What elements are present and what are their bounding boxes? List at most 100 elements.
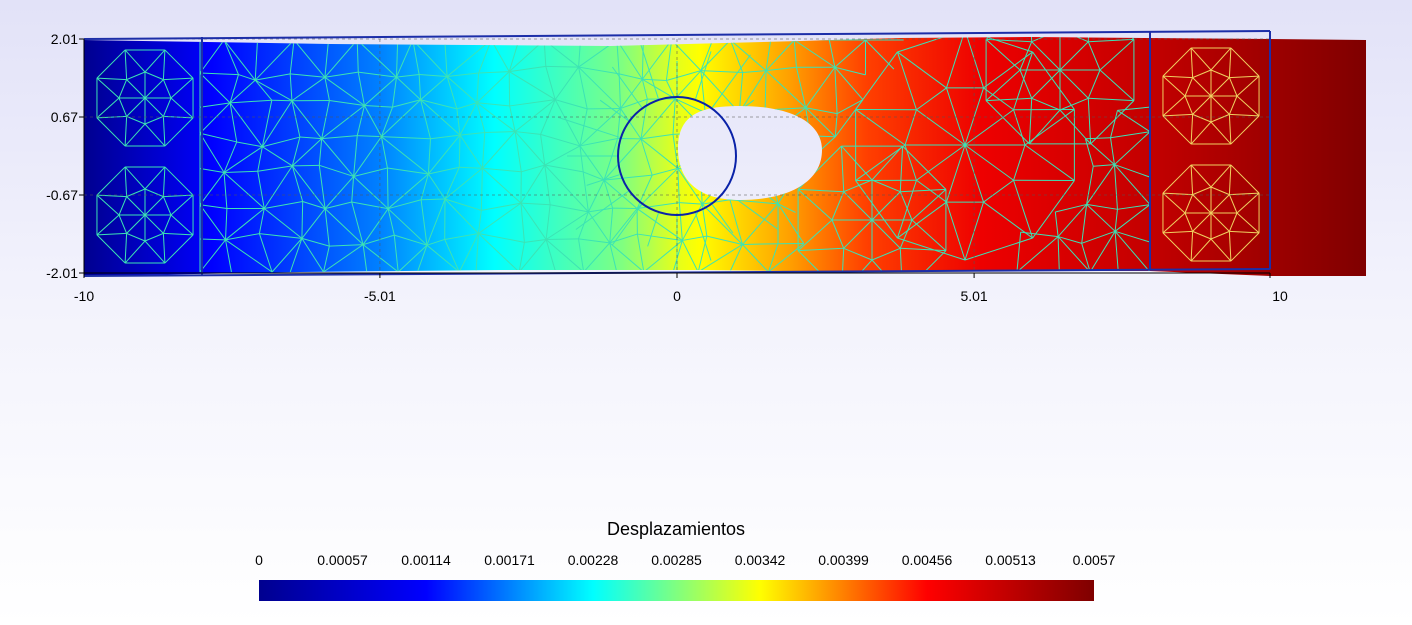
mesh-edge	[1016, 236, 1059, 273]
mesh-edge	[459, 166, 483, 169]
mesh-edge	[420, 99, 431, 139]
mesh-edge	[223, 172, 228, 209]
mesh-edge	[521, 164, 545, 173]
mesh-edge	[144, 123, 166, 147]
mesh-edge	[396, 39, 414, 78]
mesh-edge	[897, 237, 966, 261]
mesh-edge	[1020, 231, 1059, 238]
mesh-edge	[1024, 144, 1075, 181]
mesh-edge	[777, 203, 805, 244]
mesh-edge	[545, 204, 551, 240]
mesh-edge	[1210, 230, 1230, 240]
mesh-edge	[261, 100, 293, 147]
mesh-edge	[1162, 230, 1193, 234]
mesh-edge	[351, 201, 364, 245]
mesh-edge	[126, 188, 146, 198]
mesh-edge	[364, 76, 397, 106]
mesh-edge	[1230, 232, 1260, 262]
mesh-edge	[261, 100, 273, 147]
mesh-edge	[96, 166, 126, 196]
mesh-edge	[767, 243, 779, 273]
mesh-edge	[1210, 77, 1230, 97]
mesh-edge	[603, 138, 619, 181]
mesh-edge	[199, 72, 231, 104]
mesh-edge	[362, 234, 395, 246]
mesh-edge	[768, 243, 805, 273]
mesh-edge	[144, 232, 164, 242]
mesh-edge	[255, 73, 291, 81]
mesh-edge	[1210, 186, 1230, 196]
mesh-edge	[358, 71, 397, 78]
mesh-edge	[456, 108, 461, 136]
mesh-edge	[514, 99, 556, 132]
mesh-edge	[1110, 131, 1151, 139]
mesh-edge	[742, 203, 779, 245]
mesh-edge	[700, 170, 734, 173]
mesh-edge	[509, 105, 516, 132]
mesh-edge	[199, 133, 225, 173]
mesh-edge	[1192, 77, 1212, 97]
mesh-edge	[1162, 212, 1186, 234]
mesh-edge	[609, 208, 614, 243]
mesh-edge	[674, 70, 702, 100]
mesh-edge	[985, 100, 1030, 145]
mesh-edge	[1184, 212, 1194, 232]
mesh-edge	[544, 164, 551, 205]
mesh-edge	[299, 136, 322, 140]
mesh-edge	[671, 39, 702, 71]
mesh-edge	[609, 208, 638, 244]
mesh-edge	[257, 171, 265, 209]
mesh-edge	[289, 238, 303, 273]
mesh-edge	[291, 165, 326, 209]
mesh-edge	[1086, 204, 1116, 232]
mesh-edge	[1087, 37, 1092, 42]
mesh-edge	[356, 39, 397, 78]
mesh-edge	[1060, 0, 1091, 30]
mesh-edge	[1019, 69, 1033, 99]
mesh-edge	[223, 39, 239, 75]
mesh-edge	[199, 102, 231, 108]
mesh-edge	[126, 196, 146, 216]
mesh-edge	[1087, 69, 1101, 99]
mesh-edge	[900, 247, 946, 252]
mesh-edge	[546, 238, 579, 240]
mesh-edge	[223, 141, 238, 173]
mesh-edge	[609, 233, 638, 244]
mesh-edge	[587, 211, 611, 244]
mesh-edge	[271, 99, 292, 102]
mesh-edge	[730, 39, 767, 72]
axes: -10 -5.01 0 5.01 10 2.01 0.67 -0.67 -2.01	[46, 31, 1288, 304]
mesh-edge	[1013, 144, 1026, 181]
mesh-edge	[738, 70, 767, 113]
mesh-edge	[476, 71, 510, 104]
mesh-edge	[1029, 109, 1061, 145]
mesh-edge	[733, 170, 773, 180]
mesh-edge	[1032, 180, 1075, 239]
mesh-edge	[579, 108, 588, 147]
mesh-edge	[126, 115, 146, 125]
mesh-edge	[1210, 47, 1232, 71]
mesh-edge	[742, 244, 769, 273]
mesh-edge	[695, 212, 712, 261]
mesh-edge	[1228, 77, 1238, 97]
mesh-edge	[587, 179, 605, 213]
x-tick-label: 0	[673, 288, 681, 304]
mesh-edge	[916, 109, 966, 146]
mesh-edge	[318, 165, 326, 209]
mesh-edge	[1184, 77, 1194, 97]
mesh-edge	[986, 38, 1032, 43]
mesh-edge	[599, 99, 629, 122]
mesh-edge	[199, 204, 227, 209]
mesh-edge	[700, 132, 709, 173]
mesh-edge	[702, 199, 730, 205]
mesh-edge	[769, 134, 811, 137]
mesh-edge	[289, 39, 295, 74]
mesh-edge	[229, 102, 238, 143]
mesh-edge	[1117, 204, 1151, 210]
mesh-edge	[170, 214, 194, 236]
mesh-edge	[1210, 194, 1230, 214]
mesh-edge	[904, 109, 917, 146]
mesh-edge	[420, 199, 428, 246]
